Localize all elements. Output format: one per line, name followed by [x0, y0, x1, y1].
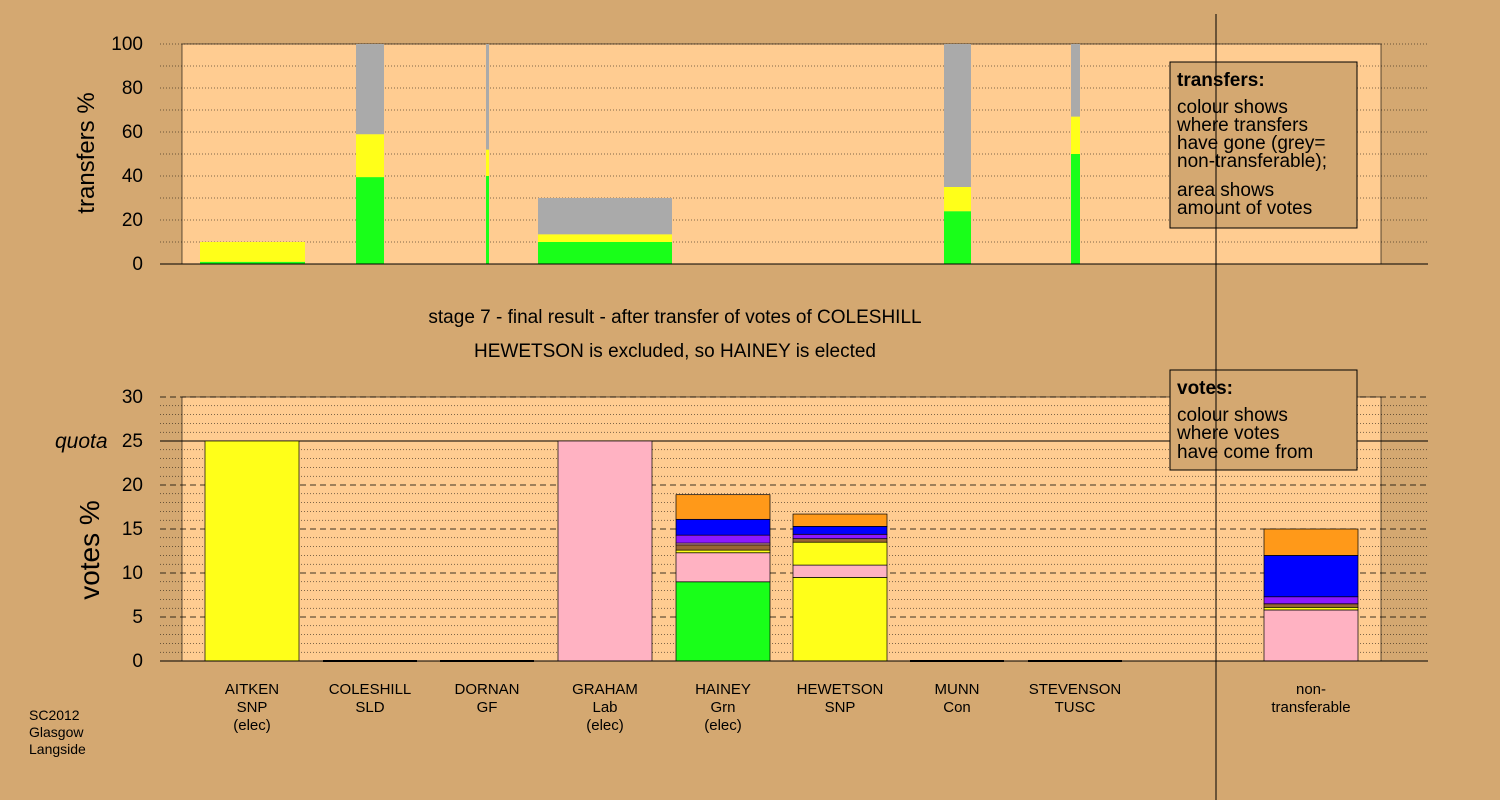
votes-x-label-note: (elec) — [233, 717, 271, 734]
transfers-y-tick-label: 100 — [111, 34, 143, 55]
votes-bar-segment-purple — [1263, 596, 1359, 605]
votes-bar-segment-yellow — [792, 541, 888, 566]
quota-label: quota — [55, 430, 108, 453]
transfers-y-tick-label: 0 — [132, 254, 143, 275]
votes-bar-segment-brown — [675, 544, 771, 551]
transfers-bar-segment-grey — [944, 44, 971, 187]
transfers-bar-segment-yellow — [200, 242, 305, 262]
votes-y-tick-label: 0 — [132, 651, 143, 672]
transfers-y-tick-label: 20 — [122, 210, 143, 231]
votes-x-label-party: TUSC — [1055, 699, 1096, 716]
transfers-bar-segment-green — [486, 176, 489, 264]
transfers-legend-line: where transfers — [1176, 115, 1308, 136]
transfers-legend-line: area shows — [1177, 180, 1274, 201]
votes-bar-segment-purple — [792, 533, 888, 540]
votes-bar-segment-yellow — [792, 577, 888, 662]
votes-bar-segment-orange — [675, 494, 771, 520]
bottom-y-axis-label: votes % — [74, 500, 105, 600]
transfers-bar-segment-green — [944, 211, 971, 264]
transfers-bar-segment-grey — [486, 44, 489, 150]
votes-bar-segment-orange — [1263, 528, 1359, 556]
votes-x-label-party: Grn — [710, 699, 735, 716]
votes-y-tick-label: 10 — [122, 563, 143, 584]
votes-bar-segment-blue — [792, 526, 888, 535]
votes-x-label-name: non- — [1296, 681, 1326, 698]
votes-x-label-name: DORNAN — [454, 681, 519, 698]
votes-bar-segment-brown — [792, 538, 888, 543]
transfers-bar-segment-grey — [356, 44, 384, 135]
bottom-chart-subtitle: HEWETSON is excluded, so HAINEY is elect… — [474, 341, 876, 362]
votes-y-tick-label: 30 — [122, 387, 143, 408]
votes-x-label-party: SLD — [355, 699, 384, 716]
votes-bar-segment-green — [675, 581, 771, 662]
votes-bar-segment-yellow — [204, 440, 300, 662]
votes-bar-segment-orange — [792, 513, 888, 527]
votes-bar-segment-pink — [675, 552, 771, 583]
source-note-line-3: Langside — [29, 741, 86, 757]
votes-bar-segment-yellow — [1263, 606, 1359, 611]
votes-legend-line: colour shows — [1177, 405, 1288, 426]
votes-x-label-name: COLESHILL — [329, 681, 412, 698]
votes-legend-line: have come from — [1177, 442, 1313, 463]
votes-y-tick-label: 15 — [122, 519, 143, 540]
votes-x-label-party: SNP — [825, 699, 856, 716]
votes-x-label-name: STEVENSON — [1029, 681, 1122, 698]
transfers-legend-line: have gone (grey= — [1177, 133, 1325, 154]
votes-x-label-name: MUNN — [935, 681, 980, 698]
transfers-legend-line: non-transferable); — [1177, 151, 1327, 172]
bottom-chart-title: stage 7 - final result - after transfer … — [428, 307, 921, 328]
votes-bar-segment-blue — [1263, 555, 1359, 598]
votes-bar-segment-pink — [1263, 609, 1359, 662]
transfers-bar-segment-yellow — [486, 149, 489, 176]
transfers-bar-segment-green — [200, 261, 305, 264]
transfers-bar-segment-green — [356, 177, 384, 264]
votes-x-label-party: Lab — [592, 699, 617, 716]
transfers-legend-line: amount of votes — [1177, 198, 1312, 219]
votes-x-label-name: AITKEN — [225, 681, 279, 698]
votes-y-tick-label: 25 — [122, 431, 143, 452]
transfers-bar-segment-grey — [538, 198, 672, 235]
votes-x-label-name: GRAHAM — [572, 681, 638, 698]
transfers-chart: 0 20 40 60 80 100 transfers: colour showswhere … — [111, 34, 1428, 275]
transfers-bar-segment-grey — [1071, 44, 1080, 117]
votes-x-label-party: Con — [943, 699, 971, 716]
transfers-bar-segment-yellow — [944, 187, 971, 212]
votes-bar-segment-yellow — [675, 549, 771, 554]
votes-bar-segment-pink — [792, 564, 888, 578]
transfers-bar-segment-yellow — [1071, 116, 1080, 154]
votes-legend-line: where votes — [1176, 423, 1279, 444]
transfers-y-tick-label: 40 — [122, 166, 143, 187]
transfers-legend-box — [1169, 61, 1358, 229]
votes-x-label-note: (elec) — [586, 717, 624, 734]
votes-y-tick-label: 20 — [122, 475, 143, 496]
votes-x-label-party: GF — [477, 699, 498, 716]
votes-x-label-name: HAINEY — [695, 681, 751, 698]
transfers-legend-title: transfers: — [1177, 70, 1265, 91]
votes-x-label-party: SNP — [237, 699, 268, 716]
transfers-bar-segment-yellow — [356, 134, 384, 178]
transfers-y-tick-label: 60 — [122, 122, 143, 143]
votes-legend-title: votes: — [1177, 378, 1233, 399]
votes-x-label-note: (elec) — [704, 717, 742, 734]
votes-bar-segment-purple — [675, 534, 771, 544]
source-note-line-2: Glasgow — [29, 724, 84, 740]
votes-bar-segment-brown — [1263, 603, 1359, 608]
votes-chart: 051015202530quotaAITKENSNP(elec)COLESHIL… — [55, 369, 1428, 734]
votes-y-tick-label: 5 — [132, 607, 143, 628]
source-note-line-1: SC2012 — [29, 707, 80, 723]
top-y-axis-label: transfers % — [73, 92, 100, 213]
votes-legend-box — [1169, 369, 1358, 471]
transfers-bar-segment-green — [1071, 154, 1080, 264]
transfers-legend-line: colour shows — [1177, 97, 1288, 118]
transfers-bar-segment-yellow — [538, 234, 672, 242]
votes-bar-segment-blue — [675, 518, 771, 536]
votes-x-label-party: transferable — [1271, 699, 1350, 716]
votes-bar-segment-pink — [557, 440, 653, 662]
transfers-y-tick-label: 80 — [122, 78, 143, 99]
transfers-bar-segment-green — [538, 242, 672, 264]
votes-x-label-name: HEWETSON — [797, 681, 884, 698]
